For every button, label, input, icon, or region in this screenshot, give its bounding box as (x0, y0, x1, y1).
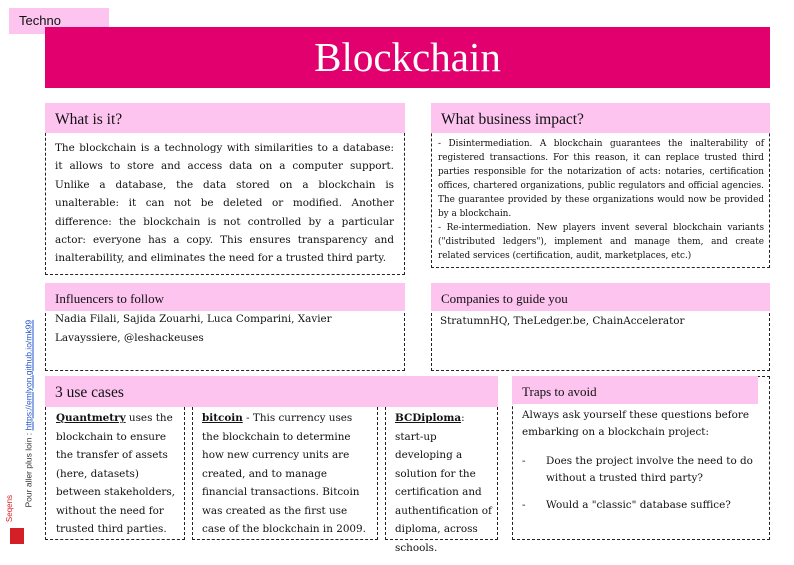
trap-bullet: - (522, 455, 526, 467)
use-case-3-name: BCDiploma (395, 412, 462, 424)
influencers-text: Nadia Filali, Sajida Zouarhi, Luca Compa… (55, 313, 332, 344)
use-case-3-box (385, 407, 498, 540)
logo-text: Seqens (5, 494, 15, 523)
side-reference-link[interactable]: https://emlyon.github.io/mk99 (23, 319, 34, 431)
trap-bullet: - (522, 499, 526, 511)
business-impact-point-2: - Re-intermediation. New players invent … (438, 223, 764, 261)
logo: Seqens (5, 490, 32, 550)
trap-item-text: Would a "classic" database suffice? (546, 499, 731, 511)
companies-heading: Companies to guide you (431, 283, 770, 311)
use-case-1: Quantmetry uses the blockchain to ensure… (56, 409, 178, 539)
business-impact-point-1: - Disintermediation. A blockchain guaran… (438, 139, 764, 219)
use-cases-heading: 3 use cases (45, 376, 498, 407)
traps-intro: Always ask yourself these questions befo… (522, 409, 750, 438)
page-title: Blockchain (45, 27, 770, 88)
traps-content: Always ask yourself these questions befo… (522, 407, 762, 514)
use-case-1-text: uses the blockchain to ensure the transf… (56, 412, 175, 535)
use-case-1-box (45, 407, 185, 540)
use-case-2: bitcoin - This currency uses the blockch… (202, 409, 372, 539)
side-reference-text: Pour aller plus loin : https://emlyon.gi… (24, 243, 34, 508)
use-case-3: BCDiploma: start-up developing a solutio… (395, 409, 493, 557)
what-is-it-text: The blockchain is a technology with simi… (55, 142, 394, 265)
logo-mark (10, 528, 24, 544)
business-impact-heading: What business impact? (431, 103, 770, 133)
what-is-it-heading: What is it? (45, 103, 405, 133)
side-reference: Pour aller plus loin : https://emlyon.gi… (18, 250, 38, 515)
trap-item: - Would a "classic" database suffice? (522, 497, 762, 514)
use-case-2-name: bitcoin (202, 412, 243, 424)
use-case-3-text: : start-up developing a solution for the… (395, 412, 492, 554)
use-case-1-name: Quantmetry (56, 412, 126, 424)
use-case-2-text: - This currency uses the blockchain to d… (202, 412, 366, 535)
trap-item-text: Does the project involve the need to do … (546, 455, 753, 484)
business-impact-text: - Disintermediation. A blockchain guaran… (438, 137, 764, 263)
trap-item: - Does the project involve the need to d… (522, 453, 762, 487)
companies-text: StratumnHQ, TheLedger.be, ChainAccelerat… (440, 315, 685, 327)
traps-heading: Traps to avoid (512, 376, 758, 404)
use-case-2-box (192, 407, 378, 540)
influencers-heading: Influencers to follow (45, 283, 405, 311)
